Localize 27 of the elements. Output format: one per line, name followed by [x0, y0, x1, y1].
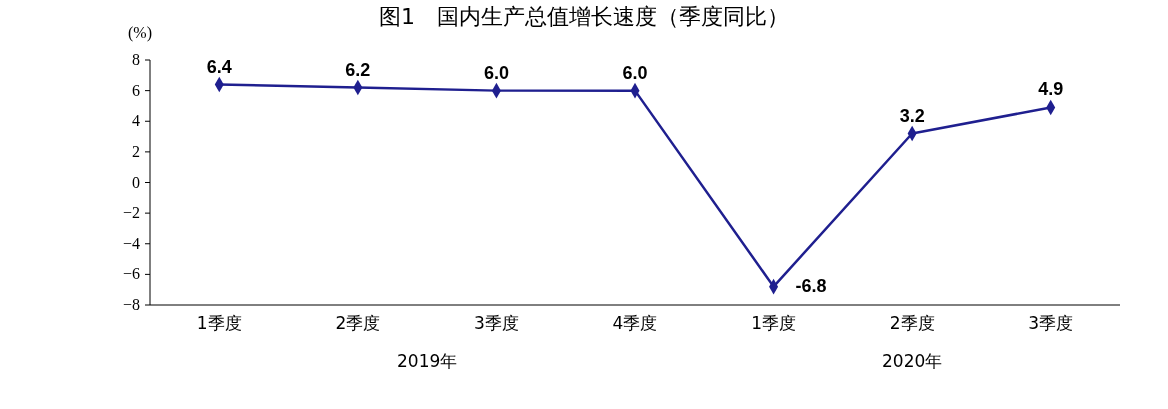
y-tick-label: −2 — [122, 204, 140, 222]
data-label: 6.2 — [345, 59, 371, 80]
data-label: 3.2 — [899, 105, 925, 126]
data-label: 6.4 — [206, 56, 232, 77]
text: 2019年 — [397, 351, 458, 371]
y-tick-label: 2 — [132, 142, 140, 160]
y-axis-title: (%) — [128, 24, 152, 42]
y-tick-label: −6 — [122, 265, 140, 283]
data-label: 6.0 — [622, 62, 648, 83]
y-tick-label: 6 — [132, 81, 140, 99]
text: 2020年 — [882, 351, 943, 371]
x-tick-label: 1季度 — [751, 313, 796, 333]
x-tick-label: 3季度 — [1028, 313, 1074, 333]
data-label: -6.8 — [795, 275, 827, 296]
y-tick-label: −4 — [122, 234, 140, 252]
x-tick-label: 2季度 — [889, 313, 935, 333]
y-tick-label: −8 — [122, 296, 140, 313]
y-tick-label: 0 — [132, 173, 140, 191]
data-label: 6.0 — [483, 62, 509, 83]
x-tick-label: 2季度 — [335, 313, 381, 333]
y-tick-label: 4 — [132, 112, 140, 130]
x-tick-label: 3季度 — [474, 313, 519, 333]
y-tick-label: 8 — [132, 51, 140, 68]
x-tick-label: 1季度 — [196, 313, 242, 333]
chart-title: 图1 国内生产总值增长速度（季度同比） — [379, 4, 789, 29]
data-label: 4.9 — [1038, 79, 1064, 100]
x-tick-label: 4季度 — [612, 313, 658, 333]
